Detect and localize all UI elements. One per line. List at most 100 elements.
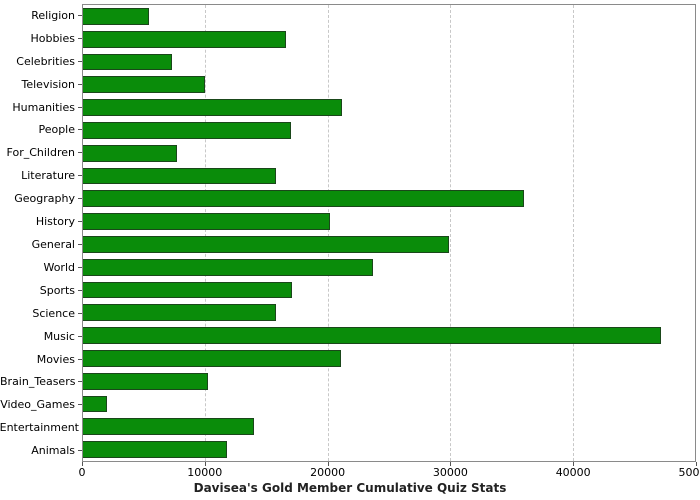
bar-row xyxy=(83,187,695,210)
category-label-celebrities: Celebrities xyxy=(16,54,75,68)
y-label-row: Literature xyxy=(0,164,82,187)
bar-row xyxy=(83,438,695,461)
y-tick-mark xyxy=(78,450,82,452)
y-label-row: Movies xyxy=(0,348,82,371)
bar-animals xyxy=(83,441,228,458)
bar-row xyxy=(83,256,695,279)
bar-row xyxy=(83,279,695,302)
y-label-row: People xyxy=(0,119,82,142)
bar-row xyxy=(83,233,695,256)
category-label-literature: Literature xyxy=(21,169,75,183)
category-label-brain_teasers: Brain_Teasers xyxy=(0,375,76,389)
bar-humanities xyxy=(83,99,343,117)
y-tick-mark xyxy=(78,266,82,268)
category-label-video_games: Video_Games xyxy=(0,398,75,412)
category-label-people: People xyxy=(38,123,75,137)
y-label-row: Hobbies xyxy=(0,27,82,50)
x-axis-labels: 0 10000 20000 30000 40000 50000 xyxy=(0,466,700,480)
y-label-row: Humanities xyxy=(0,96,82,119)
bar-for_children xyxy=(83,144,178,162)
category-label-humanities: Humanities xyxy=(12,100,75,114)
bar-science xyxy=(83,304,277,322)
y-label-row: Television xyxy=(0,73,82,96)
y-tick-mark xyxy=(78,289,82,291)
bar-row xyxy=(83,73,695,96)
y-label-row: Brain_Teasers xyxy=(0,371,82,394)
chart-title: Davisea's Gold Member Cumulative Quiz St… xyxy=(193,481,507,495)
y-label-row: Animals xyxy=(0,439,82,462)
x-tick-mark-10000 xyxy=(204,462,206,466)
gridline-40000 xyxy=(572,5,574,461)
y-tick-mark xyxy=(78,60,82,62)
bar-row xyxy=(83,415,695,438)
y-tick-mark xyxy=(78,358,82,360)
y-tick-mark xyxy=(78,175,82,177)
category-label-geography: Geography xyxy=(14,192,75,206)
bar-sports xyxy=(83,281,293,299)
y-label-row: Celebrities xyxy=(0,50,82,73)
y-tick-mark xyxy=(78,244,82,246)
bar-geography xyxy=(83,190,524,208)
gridline-10000 xyxy=(205,5,207,461)
bar-people xyxy=(83,121,292,139)
y-tick-mark xyxy=(78,198,82,200)
bar-hobbies xyxy=(83,30,287,48)
bar-entertainment xyxy=(83,418,255,436)
y-label-row: Entertainment xyxy=(0,416,82,439)
x-tick-label-40000: 40000 xyxy=(555,466,591,479)
bar-history xyxy=(83,213,331,230)
bar-row xyxy=(83,393,695,416)
bar-literature xyxy=(83,167,277,185)
category-label-music: Music xyxy=(43,329,75,343)
bar-row xyxy=(83,142,695,165)
category-label-science: Science xyxy=(32,306,75,320)
category-label-religion: Religion xyxy=(31,8,75,22)
bar-television xyxy=(83,76,206,94)
y-tick-mark xyxy=(78,312,82,314)
y-tick-mark xyxy=(78,37,82,39)
category-label-animals: Animals xyxy=(31,444,75,458)
y-label-row: Music xyxy=(0,325,82,348)
bar-row xyxy=(83,347,695,370)
x-tick-mark-20000 xyxy=(327,462,329,466)
y-label-row: Sports xyxy=(0,279,82,302)
bar-row xyxy=(83,119,695,142)
y-tick-mark xyxy=(78,14,82,16)
bar-religion xyxy=(83,7,150,25)
bar-row xyxy=(83,210,695,233)
y-label-row: World xyxy=(0,256,82,279)
y-label-row: General xyxy=(0,233,82,256)
x-tick-mark-0 xyxy=(82,462,83,466)
category-label-sports: Sports xyxy=(39,283,75,297)
x-tick-label-30000: 30000 xyxy=(432,466,468,479)
bar-row xyxy=(83,301,695,324)
x-tick-label-50000: 50000 xyxy=(678,466,700,479)
x-tick-mark-50000 xyxy=(696,462,697,466)
plot-area xyxy=(82,4,696,462)
y-tick-mark xyxy=(78,106,82,108)
bar-row xyxy=(83,28,695,51)
category-label-television: Television xyxy=(21,77,76,91)
y-label-row: Geography xyxy=(0,187,82,210)
x-tick-mark-30000 xyxy=(450,462,452,466)
bar-video_games xyxy=(83,395,108,413)
gridline-30000 xyxy=(450,5,452,461)
y-label-row: Science xyxy=(0,302,82,325)
bar-celebrities xyxy=(83,53,173,71)
bar-brain_teasers xyxy=(83,372,208,390)
category-label-history: History xyxy=(35,215,75,229)
category-label-hobbies: Hobbies xyxy=(30,31,75,45)
y-tick-mark xyxy=(78,335,82,337)
y-tick-mark xyxy=(78,129,82,131)
y-tick-mark xyxy=(78,381,82,383)
bar-movies xyxy=(83,349,342,367)
y-tick-mark xyxy=(78,83,82,85)
gridline-20000 xyxy=(327,5,329,461)
y-tick-mark xyxy=(78,404,82,406)
x-tick-label-0: 0 xyxy=(78,466,86,479)
bar-row xyxy=(83,324,695,347)
bar-world xyxy=(83,258,374,276)
category-label-general: General xyxy=(31,238,75,252)
y-label-row: For_Children xyxy=(0,141,82,164)
